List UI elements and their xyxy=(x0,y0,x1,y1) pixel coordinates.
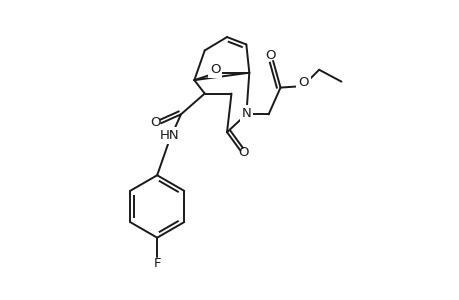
Text: N: N xyxy=(241,107,251,120)
Text: O: O xyxy=(297,76,308,89)
Text: O: O xyxy=(265,49,275,62)
Text: HN: HN xyxy=(160,129,179,142)
Text: O: O xyxy=(150,116,160,129)
Text: F: F xyxy=(153,257,161,270)
Text: O: O xyxy=(238,146,249,160)
Text: O: O xyxy=(209,63,220,76)
